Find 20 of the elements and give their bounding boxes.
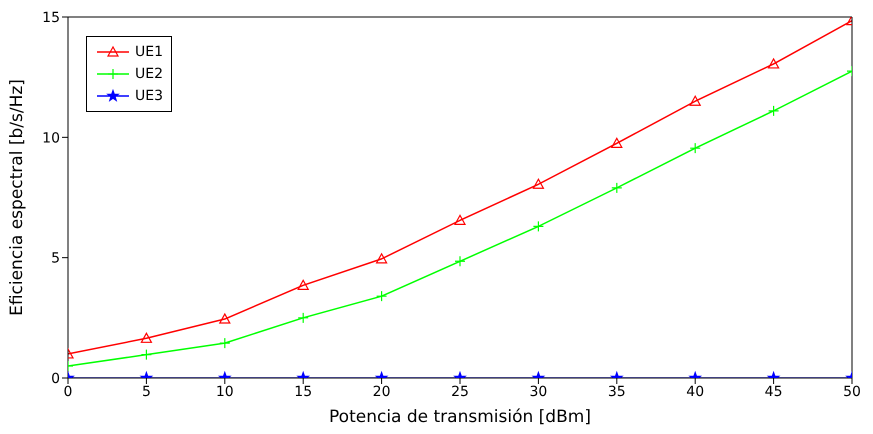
legend-label: UE2 bbox=[135, 65, 163, 84]
x-tick-label: 25 bbox=[451, 384, 469, 400]
y-tick-label: 10 bbox=[42, 130, 60, 146]
x-tick-label: 20 bbox=[372, 384, 391, 400]
x-tick-label: 15 bbox=[294, 384, 312, 400]
x-tick-label: 0 bbox=[64, 384, 72, 400]
legend-label: UE1 bbox=[135, 43, 163, 62]
x-tick-label: 10 bbox=[216, 384, 234, 400]
x-tick-label: 50 bbox=[843, 384, 861, 400]
x-tick-label: 45 bbox=[764, 384, 783, 400]
y-tick-label: 15 bbox=[42, 10, 60, 26]
x-tick-label: 5 bbox=[142, 384, 151, 400]
x-tick-label: 40 bbox=[686, 384, 704, 400]
y-tick-label: 5 bbox=[51, 250, 60, 267]
y-tick-label: 0 bbox=[51, 370, 60, 387]
x-tick-label: 35 bbox=[608, 384, 626, 400]
y-axis-title: Eficiencia espectral [b/s/Hz] bbox=[7, 79, 28, 316]
legend-label: UE3 bbox=[135, 87, 163, 106]
x-axis-title: Potencia de transmisión [dBm] bbox=[329, 407, 591, 427]
x-tick-label: 30 bbox=[529, 384, 548, 400]
